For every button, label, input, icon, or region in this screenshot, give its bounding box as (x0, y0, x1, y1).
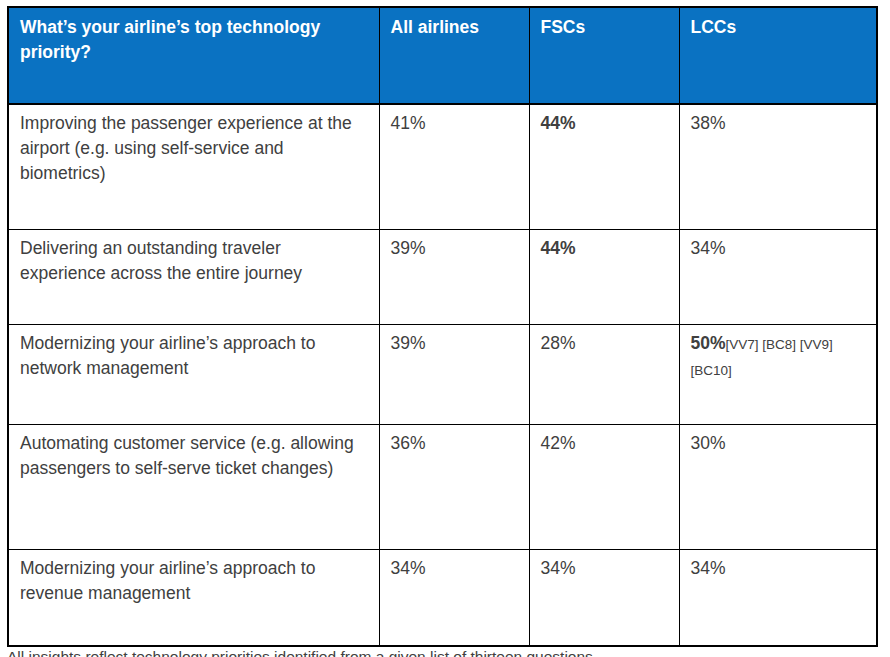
lccs-cell: 30% (679, 424, 877, 549)
fscs-cell: 34% (529, 549, 679, 646)
column-header-fscs: FSCs (529, 7, 679, 104)
percent-value: 42% (541, 433, 576, 453)
table-row: Improving the passenger experience at th… (8, 104, 877, 229)
priority-table: What’s your airline’s top technology pri… (7, 6, 878, 647)
all-airlines-cell: 39% (379, 229, 529, 324)
priority-cell: Automating customer service (e.g. allowi… (8, 424, 379, 549)
fscs-cell: 44% (529, 229, 679, 324)
table-row: Automating customer service (e.g. allowi… (8, 424, 877, 549)
table-row: Delivering an outstanding traveler exper… (8, 229, 877, 324)
fscs-cell: 44% (529, 104, 679, 229)
all-airlines-cell: 34% (379, 549, 529, 646)
column-header-lccs: LCCs (679, 7, 877, 104)
percent-value: 41% (391, 113, 426, 133)
percent-value: 34% (691, 558, 726, 578)
lccs-cell: 34% (679, 549, 877, 646)
column-header-priority: What’s your airline’s top technology pri… (8, 7, 379, 104)
all-airlines-cell: 41% (379, 104, 529, 229)
percent-value: 38% (691, 113, 726, 133)
percent-value: 30% (691, 433, 726, 453)
column-header-all-airlines: All airlines (379, 7, 529, 104)
priority-cell: Modernizing your airline’s approach to n… (8, 324, 379, 424)
percent-value: 34% (691, 238, 726, 258)
lccs-cell: 50%[VV7] [BC8] [VV9] [BC10] (679, 324, 877, 424)
fscs-cell: 28% (529, 324, 679, 424)
percent-value: 36% (391, 433, 426, 453)
percent-value: 34% (391, 558, 426, 578)
percent-value: 39% (391, 238, 426, 258)
priority-cell: Delivering an outstanding traveler exper… (8, 229, 379, 324)
priority-cell: Improving the passenger experience at th… (8, 104, 379, 229)
table-header-row: What’s your airline’s top technology pri… (8, 7, 877, 104)
percent-value: 50% (691, 333, 726, 353)
percent-value: 44% (541, 113, 576, 133)
percent-value: 34% (541, 558, 576, 578)
percent-value: 39% (391, 333, 426, 353)
document-page: What’s your airline’s top technology pri… (0, 0, 890, 657)
percent-value: 44% (541, 238, 576, 258)
table-row: Modernizing your airline’s approach to r… (8, 549, 877, 646)
percent-value: 28% (541, 333, 576, 353)
lccs-cell: 38% (679, 104, 877, 229)
all-airlines-cell: 39% (379, 324, 529, 424)
all-airlines-cell: 36% (379, 424, 529, 549)
priority-cell: Modernizing your airline’s approach to r… (8, 549, 379, 646)
footnote: All insights reflect technology prioriti… (7, 648, 876, 657)
lccs-cell: 34% (679, 229, 877, 324)
table-row: Modernizing your airline’s approach to n… (8, 324, 877, 424)
fscs-cell: 42% (529, 424, 679, 549)
